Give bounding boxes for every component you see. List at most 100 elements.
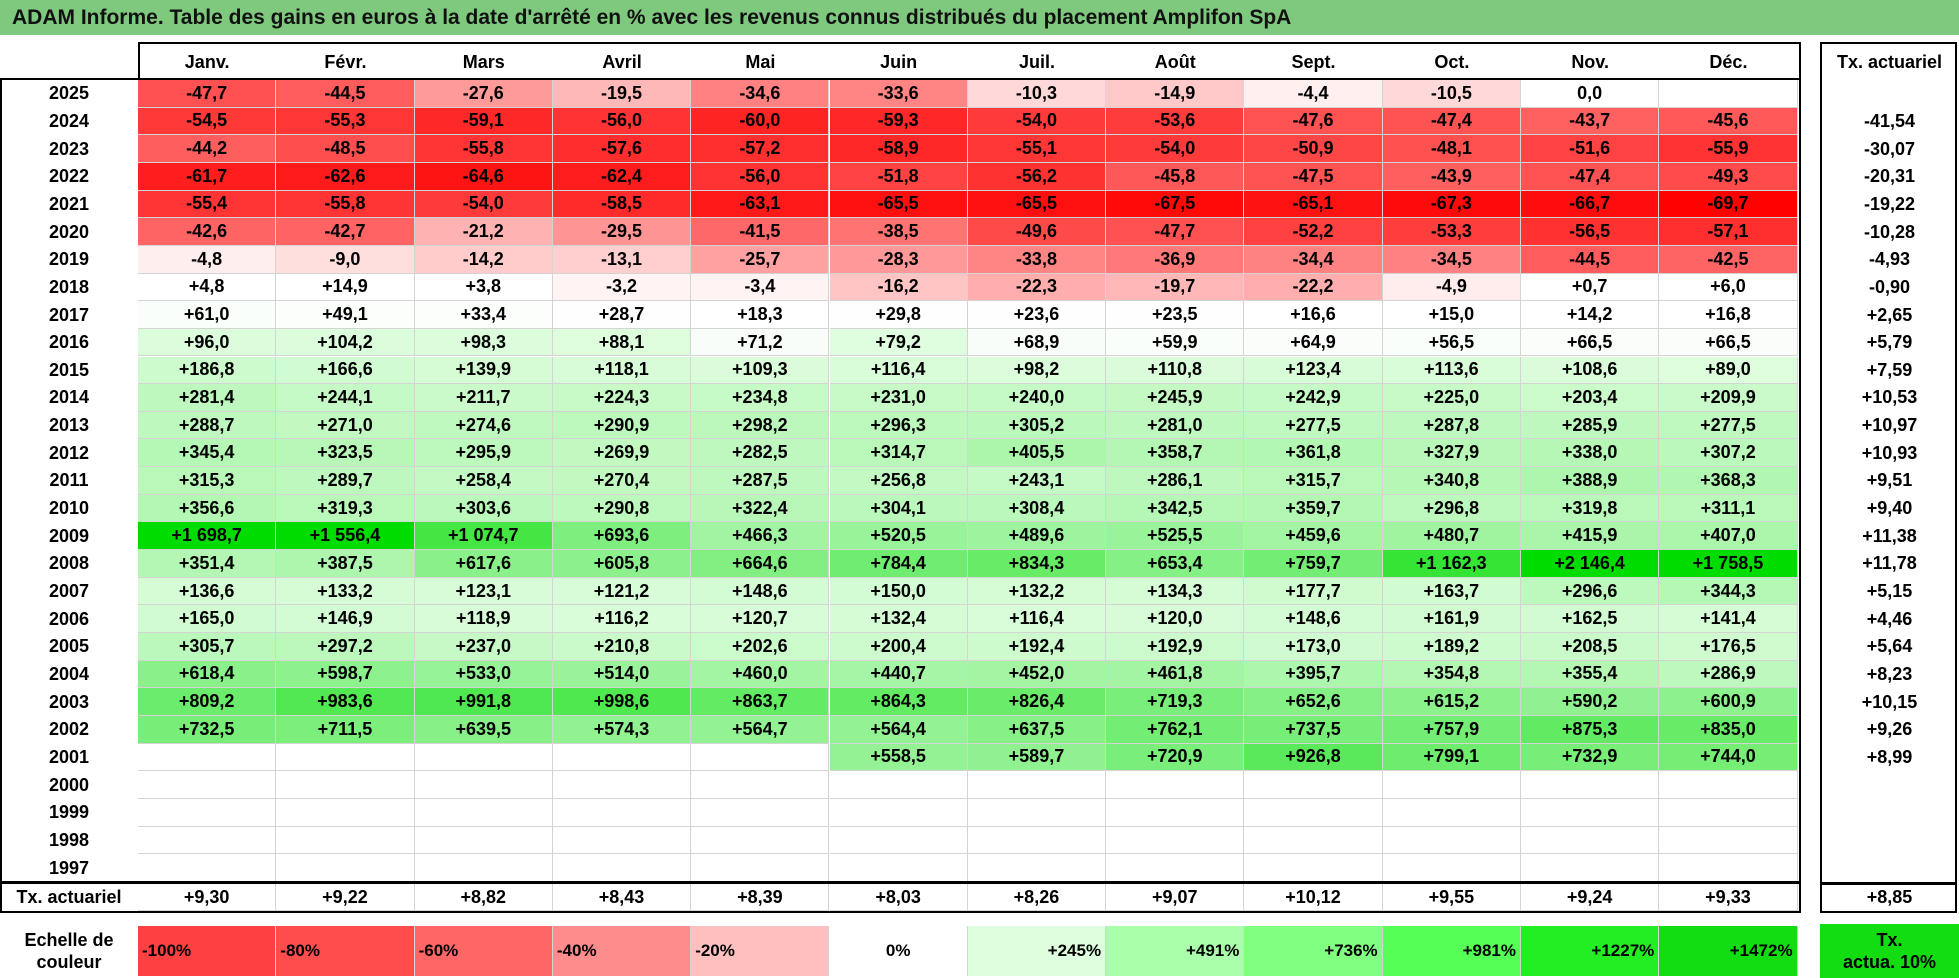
color-scale-tx-line: Tx.	[1876, 930, 1903, 950]
table-cell: +732,5	[138, 715, 277, 744]
table-cell: -33,8	[967, 245, 1107, 274]
table-cell: +16,6	[1244, 301, 1383, 329]
tx-row-cell: +10,12	[1244, 884, 1383, 911]
table-cell: +1 698,7	[138, 522, 277, 551]
table-cell	[691, 826, 830, 855]
year-label: 2014	[48, 387, 90, 408]
table-cell: +200,4	[829, 633, 968, 661]
table-cell	[691, 798, 830, 827]
table-cell: +16,8	[1659, 301, 1798, 329]
table-cell: +564,4	[829, 715, 968, 744]
tx-row-cell: +9,55	[1382, 884, 1521, 911]
table-cell: +598,7	[276, 660, 415, 689]
table-cell: +480,7	[1382, 522, 1521, 551]
tx-actuariel-cell: +10,15	[1861, 691, 1918, 712]
table-cell: +49,1	[276, 301, 415, 329]
table-cell	[1659, 798, 1798, 827]
table-cell: +23,6	[967, 301, 1107, 329]
tx-row-cell: +9,33	[1659, 884, 1798, 911]
tx-actuariel-cell: +10,97	[1861, 415, 1918, 436]
table-cell: +297,2	[276, 633, 415, 661]
table-cell: +757,9	[1382, 715, 1521, 744]
table-cell: +600,9	[1659, 688, 1798, 716]
table-cell	[1244, 854, 1383, 882]
month-header: Janv.	[184, 51, 230, 72]
table-cell: +274,6	[414, 411, 553, 440]
table-cell: +296,8	[1382, 494, 1521, 523]
table-cell	[414, 854, 553, 882]
tx-row-cell: +8,03	[829, 884, 968, 911]
table-cell	[414, 771, 553, 799]
table-cell: +395,7	[1244, 660, 1383, 689]
table-cell: +983,6	[276, 688, 415, 716]
table-cell: +1 758,5	[1659, 550, 1798, 578]
year-label: 2009	[48, 525, 90, 546]
table-cell: +407,0	[1659, 522, 1798, 551]
table-cell: +295,9	[414, 439, 553, 468]
table-cell: -25,7	[691, 245, 830, 274]
tx-row-cell: +8,39	[691, 884, 830, 911]
tx-actuariel-cell: -0,90	[1868, 276, 1911, 297]
table-cell: +118,9	[414, 605, 553, 633]
table-cell: +224,3	[552, 384, 692, 412]
table-cell: +720,9	[1106, 743, 1245, 772]
year-label: 2023	[48, 138, 90, 159]
table-cell: -67,3	[1382, 190, 1521, 219]
table-cell	[138, 771, 277, 799]
table-cell: +245,9	[1106, 384, 1245, 412]
table-cell: +574,3	[552, 715, 692, 744]
year-label: 1999	[48, 802, 90, 823]
table-cell: -42,5	[1659, 245, 1798, 274]
table-cell	[1521, 798, 1660, 827]
table-cell: +136,6	[138, 577, 277, 606]
table-cell: +281,0	[1106, 411, 1245, 440]
table-cell: +296,6	[1521, 577, 1660, 606]
table-cell: +290,8	[552, 494, 692, 523]
table-cell: +161,9	[1382, 605, 1521, 633]
table-cell: -64,6	[414, 162, 553, 191]
table-cell: +387,5	[276, 550, 415, 578]
table-cell: +79,2	[829, 328, 968, 357]
month-header: Nov.	[1571, 51, 1609, 72]
table-cell: +618,4	[138, 660, 277, 689]
table-cell: +177,7	[1244, 577, 1383, 606]
table-cell: +826,4	[967, 688, 1107, 716]
month-header: Oct.	[1434, 51, 1470, 72]
table-cell: -4,4	[1244, 80, 1383, 108]
table-cell: -34,6	[691, 80, 830, 108]
table-cell	[691, 771, 830, 799]
table-cell	[138, 798, 277, 827]
table-cell: +799,1	[1382, 743, 1521, 772]
year-label: 2006	[48, 608, 90, 629]
table-cell: +6,0	[1659, 273, 1798, 302]
table-cell: +71,2	[691, 328, 830, 357]
table-cell: +835,0	[1659, 715, 1798, 744]
table-cell: -69,7	[1659, 190, 1798, 219]
table-cell: +355,4	[1521, 660, 1660, 689]
table-cell: +342,5	[1106, 494, 1245, 523]
table-cell: +460,0	[691, 660, 830, 689]
table-cell: +558,5	[829, 743, 968, 772]
tx-row-cell: +8,43	[552, 884, 692, 911]
table-cell: -13,1	[552, 245, 692, 274]
table-cell: +281,4	[138, 384, 277, 412]
table-cell: -49,3	[1659, 162, 1798, 191]
table-cell: -19,5	[552, 80, 692, 108]
table-cell: -22,2	[1244, 273, 1383, 302]
table-cell: +405,5	[967, 439, 1107, 468]
table-cell: +150,0	[829, 577, 968, 606]
table-cell	[276, 743, 415, 772]
table-cell: +186,8	[138, 356, 277, 385]
table-cell	[1106, 854, 1245, 882]
table-cell: -14,2	[414, 245, 553, 274]
page-title: ADAM Informe. Table des gains en euros à…	[0, 0, 1959, 35]
table-cell: +388,9	[1521, 467, 1660, 495]
table-cell: +290,9	[552, 411, 692, 440]
table-cell: +354,8	[1382, 660, 1521, 689]
table-cell: -54,0	[414, 190, 553, 219]
table-cell: +148,6	[691, 577, 830, 606]
color-scale-swatch: 0%	[829, 926, 968, 976]
month-header: Juin	[880, 51, 918, 72]
table-cell: +590,2	[1521, 688, 1660, 716]
table-cell: +653,4	[1106, 550, 1245, 578]
